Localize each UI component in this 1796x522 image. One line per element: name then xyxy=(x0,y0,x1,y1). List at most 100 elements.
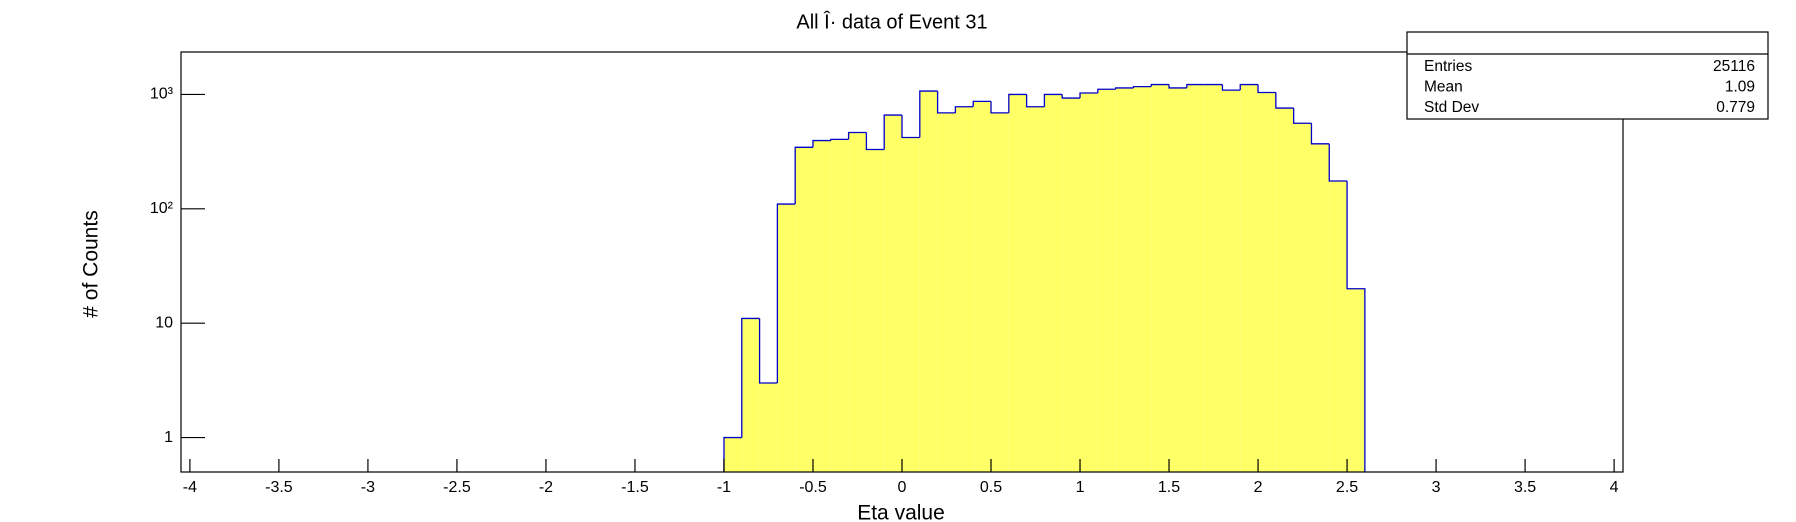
bar xyxy=(1222,90,1241,472)
bar-outline xyxy=(812,139,831,148)
bar xyxy=(759,382,778,472)
x-tick-label: -1.5 xyxy=(621,479,649,496)
bar-outline xyxy=(865,132,885,151)
bar-outline xyxy=(1346,181,1366,472)
bar-outline xyxy=(1186,83,1205,88)
bar-outline xyxy=(936,91,956,114)
bar-outline xyxy=(1257,84,1276,94)
bar xyxy=(1186,84,1205,472)
x-axis-label: Eta value xyxy=(857,502,945,522)
bar-outline xyxy=(1275,92,1294,109)
bar xyxy=(884,115,902,473)
stats-name: Entries xyxy=(1424,58,1472,75)
bar-outline xyxy=(1008,93,1027,113)
bar xyxy=(848,132,867,472)
bar xyxy=(1311,143,1330,472)
x-tick-label: -1 xyxy=(717,479,731,496)
bar xyxy=(741,318,760,472)
bar-outline xyxy=(1061,94,1081,99)
bar xyxy=(955,106,974,472)
y-tick-label: 10 xyxy=(155,314,173,331)
x-tick-label: -2 xyxy=(539,479,553,496)
bar xyxy=(1169,87,1187,473)
bar xyxy=(1240,84,1259,472)
bar-outline xyxy=(990,101,1009,114)
stats-value: 0.779 xyxy=(1716,99,1755,116)
chart-title: All Î· data of Event 31 xyxy=(796,10,987,33)
bar xyxy=(812,140,831,472)
bar xyxy=(1329,181,1348,472)
bar-outline xyxy=(1328,143,1348,182)
bar xyxy=(1062,98,1081,472)
bar xyxy=(1008,94,1027,472)
y-tick-label: 10² xyxy=(150,200,174,217)
bar-outline xyxy=(758,318,778,384)
bar xyxy=(902,137,920,472)
bar-outline xyxy=(919,90,938,138)
x-tick-label: 1 xyxy=(1076,479,1085,496)
y-axis-label: # of Counts xyxy=(80,210,103,317)
bar xyxy=(866,149,885,473)
bar-outline xyxy=(1097,88,1116,93)
bar xyxy=(1080,92,1098,473)
bar-outline xyxy=(830,138,849,141)
stats-name: Mean xyxy=(1424,79,1463,96)
x-tick-label: -3.5 xyxy=(265,479,293,496)
x-tick-label: 1.5 xyxy=(1158,479,1180,496)
bar-outline xyxy=(847,131,867,140)
bar xyxy=(1133,86,1152,472)
bar xyxy=(1275,108,1294,473)
bar xyxy=(1044,94,1063,472)
bar-outline xyxy=(1293,108,1312,124)
bar-outline xyxy=(1025,94,1045,108)
bar xyxy=(777,204,796,472)
bar xyxy=(830,139,849,473)
bar xyxy=(937,112,956,472)
x-tick-label: -2.5 xyxy=(443,479,471,496)
x-tick-label: 4 xyxy=(1610,479,1619,496)
bar-outline xyxy=(1150,83,1170,87)
bar-outline xyxy=(1079,92,1098,99)
bar-outline xyxy=(1114,87,1134,90)
y-tick-label: 1 xyxy=(164,429,173,446)
stats-box xyxy=(1406,31,1769,120)
bar xyxy=(1097,89,1116,472)
bar xyxy=(723,437,742,472)
bar xyxy=(795,147,813,472)
bar xyxy=(919,91,938,472)
stats-value: 25116 xyxy=(1713,58,1755,75)
bar-outline xyxy=(1239,83,1259,91)
bar-outline xyxy=(1043,93,1063,107)
x-tick-label: -3 xyxy=(361,479,375,496)
bar-outline xyxy=(901,115,920,139)
bar xyxy=(1151,84,1170,472)
bar xyxy=(991,112,1009,472)
bar xyxy=(1258,92,1276,472)
bar-outline xyxy=(954,106,974,113)
bar-outline xyxy=(794,146,813,205)
y-tick-label: 10³ xyxy=(150,86,174,103)
bar-outline xyxy=(776,203,796,383)
x-tick-label: 0.5 xyxy=(980,479,1002,496)
bar-outline xyxy=(972,100,992,107)
bar xyxy=(1347,288,1365,472)
bar-outline xyxy=(1132,85,1152,88)
bar xyxy=(1204,84,1223,472)
stats-name: Std Dev xyxy=(1424,99,1479,116)
x-tick-label: 2.5 xyxy=(1336,479,1358,496)
x-tick-label: 3.5 xyxy=(1514,479,1536,496)
bar-outline xyxy=(1310,123,1330,145)
x-tick-label: -4 xyxy=(183,479,197,496)
bar-outline xyxy=(1221,84,1241,91)
x-tick-label: 3 xyxy=(1432,479,1441,496)
bar-outline xyxy=(883,114,902,150)
bar xyxy=(973,101,992,472)
x-tick-label: -0.5 xyxy=(799,479,827,496)
bar xyxy=(1026,106,1045,472)
x-tick-label: 0 xyxy=(898,479,907,496)
bar-outline xyxy=(1168,84,1187,89)
x-tick-label: 2 xyxy=(1254,479,1263,496)
bar-outline xyxy=(741,317,760,438)
